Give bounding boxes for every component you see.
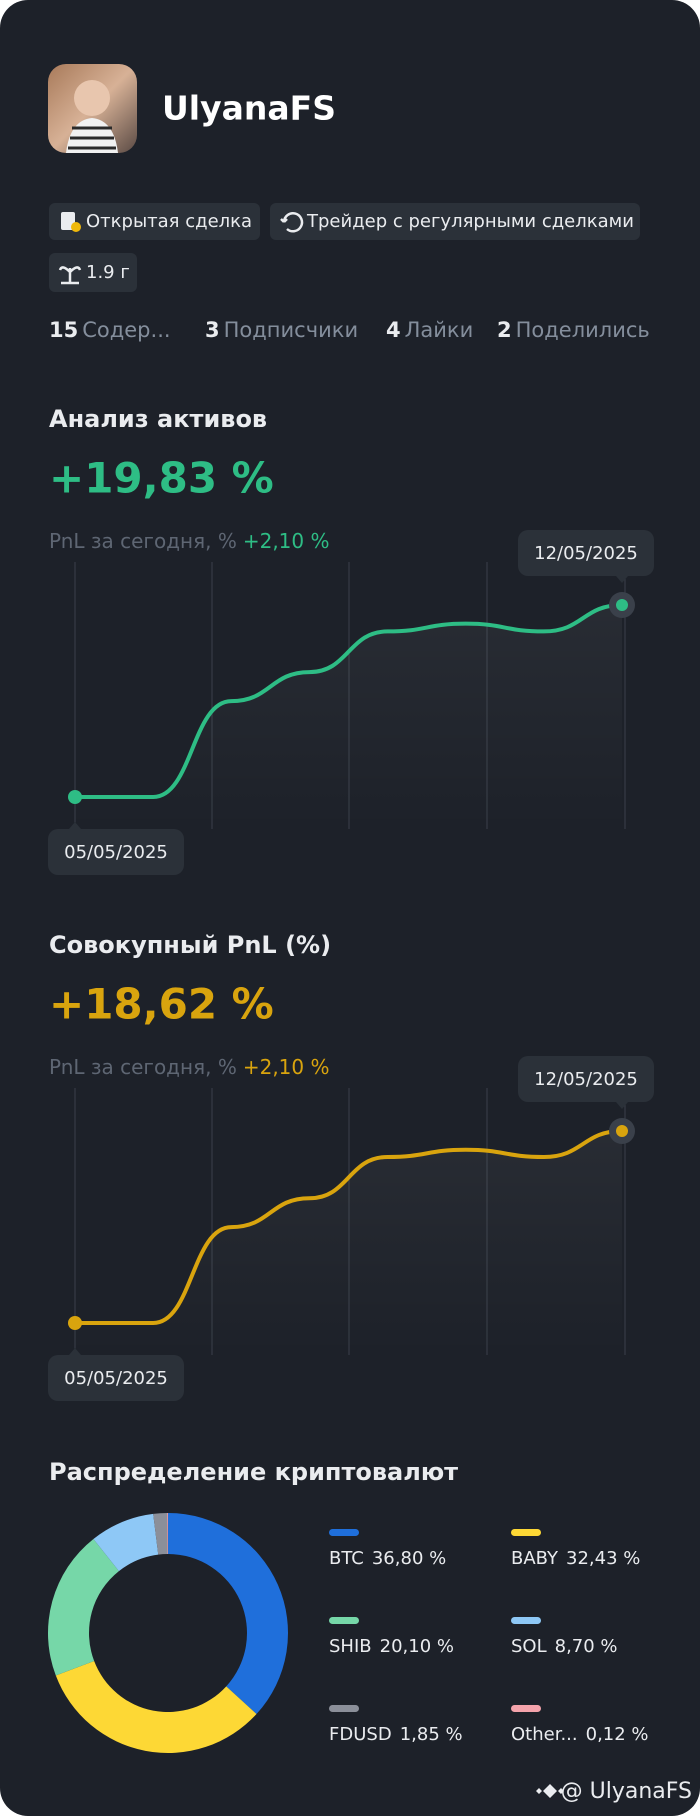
- legend-value: 36,80 %: [372, 1548, 446, 1569]
- date-tooltip: [48, 1355, 184, 1401]
- date-label: 12/05/2025: [534, 1069, 638, 1090]
- legend-item: SHIB 20,10 %: [329, 1636, 454, 1657]
- stat-count: 2: [497, 318, 512, 342]
- legend-item: Other... 0,12 %: [511, 1724, 649, 1745]
- donut-slice: [48, 1538, 119, 1676]
- line: [75, 1129, 623, 1326]
- start-dot: [68, 1316, 82, 1330]
- legend-name: SHIB: [329, 1636, 372, 1657]
- legend-item: SOL 8,70 %: [511, 1636, 618, 1657]
- subtitle: PnL за сегодня, % +2,10 %: [49, 529, 330, 553]
- legend-item: BABY 32,43 %: [511, 1548, 640, 1569]
- legend-value: 20,10 %: [380, 1636, 454, 1657]
- date-label: 05/05/2025: [64, 842, 168, 863]
- date-label: 05/05/2025: [64, 1368, 168, 1389]
- stat[interactable]: 15 Содер...: [49, 318, 171, 342]
- tooltip-pointer: [69, 822, 81, 829]
- tooltip-pointer: [616, 576, 628, 583]
- date-label: 12/05/2025: [534, 543, 638, 564]
- line: [74, 603, 623, 800]
- stat-label: Поделились: [516, 318, 650, 342]
- area: [75, 1131, 622, 1355]
- donut-slice: [167, 1513, 168, 1555]
- tag-label: Открытая сделка: [86, 211, 252, 232]
- stat-label: Подписчики: [224, 318, 358, 342]
- logo: [536, 1784, 564, 1798]
- legend-value: 1,85 %: [400, 1724, 463, 1745]
- charts: Анализ активов+19,83 %PnL за сегодня, % +…: [48, 405, 654, 1753]
- stat-count: 3: [205, 318, 220, 342]
- subtitle-value: +2,10 %: [243, 1055, 330, 1079]
- legend-value: 0,12 %: [586, 1724, 649, 1745]
- stat[interactable]: 3 Подписчики: [205, 318, 358, 342]
- date-tooltip: [48, 829, 184, 875]
- date-tooltip: [518, 530, 654, 576]
- legend-swatch: [329, 1705, 359, 1712]
- legend-name: Other...: [511, 1724, 578, 1745]
- donut-slice: [153, 1513, 168, 1555]
- section-title: Совокупный PnL (%): [49, 931, 331, 959]
- legend-swatch: [511, 1529, 541, 1536]
- donut-slice: [168, 1513, 289, 1715]
- legend-item: FDUSD 1,85 %: [329, 1724, 463, 1745]
- footer: @ UlyanaFS: [536, 1779, 692, 1804]
- section-title: Распределение криптовалют: [49, 1458, 458, 1486]
- legend-item: BTC 36,80 %: [329, 1548, 446, 1569]
- legend-value: 32,43 %: [566, 1548, 640, 1569]
- donut-slice: [93, 1513, 159, 1572]
- legend-name: SOL: [511, 1636, 547, 1657]
- area: [75, 605, 622, 829]
- stat[interactable]: 2 Поделились: [497, 318, 650, 342]
- legend-swatch: [511, 1617, 541, 1624]
- subtitle-label: PnL за сегодня, %: [49, 529, 237, 553]
- tag[interactable]: Открытая сделка: [49, 203, 260, 240]
- avatar[interactable]: [48, 64, 137, 153]
- tag-label: Трейдер с регулярными сделками: [306, 211, 634, 232]
- donut-slice: [55, 1661, 257, 1753]
- stat-label: Лайки: [405, 318, 474, 342]
- start-dot: [68, 790, 82, 804]
- stat-count: 4: [386, 318, 401, 342]
- headline-value: +18,62 %: [49, 980, 274, 1029]
- legend-value: 8,70 %: [555, 1636, 618, 1657]
- legend-name: FDUSD: [329, 1724, 392, 1745]
- end-dot: [616, 599, 628, 611]
- headline-value: +19,83 %: [49, 454, 274, 503]
- stat-label: Содер...: [82, 318, 170, 342]
- stat[interactable]: 4 Лайки: [386, 318, 473, 342]
- tooltip-pointer: [69, 1348, 81, 1355]
- stat-count: 15: [49, 318, 78, 342]
- tag[interactable]: 1.9 г: [49, 253, 137, 292]
- tag[interactable]: Трейдер с регулярными сделками: [270, 203, 640, 240]
- legend-swatch: [329, 1529, 359, 1536]
- tag-label: 1.9 г: [86, 262, 130, 283]
- legend-name: BTC: [329, 1548, 364, 1569]
- footer-handle: @ UlyanaFS: [561, 1779, 692, 1804]
- end-dot: [616, 1125, 628, 1137]
- subtitle-value: +2,10 %: [243, 529, 330, 553]
- legend-name: BABY: [511, 1548, 559, 1569]
- legend-swatch: [329, 1617, 359, 1624]
- subtitle: PnL за сегодня, % +2,10 %: [49, 1055, 330, 1079]
- tooltip-pointer: [616, 1102, 628, 1109]
- subtitle-label: PnL за сегодня, %: [49, 1055, 237, 1079]
- section-title: Анализ активов: [49, 405, 267, 433]
- profile-name: UlyanaFS: [162, 89, 336, 128]
- date-tooltip: [518, 1056, 654, 1102]
- legend-swatch: [511, 1705, 541, 1712]
